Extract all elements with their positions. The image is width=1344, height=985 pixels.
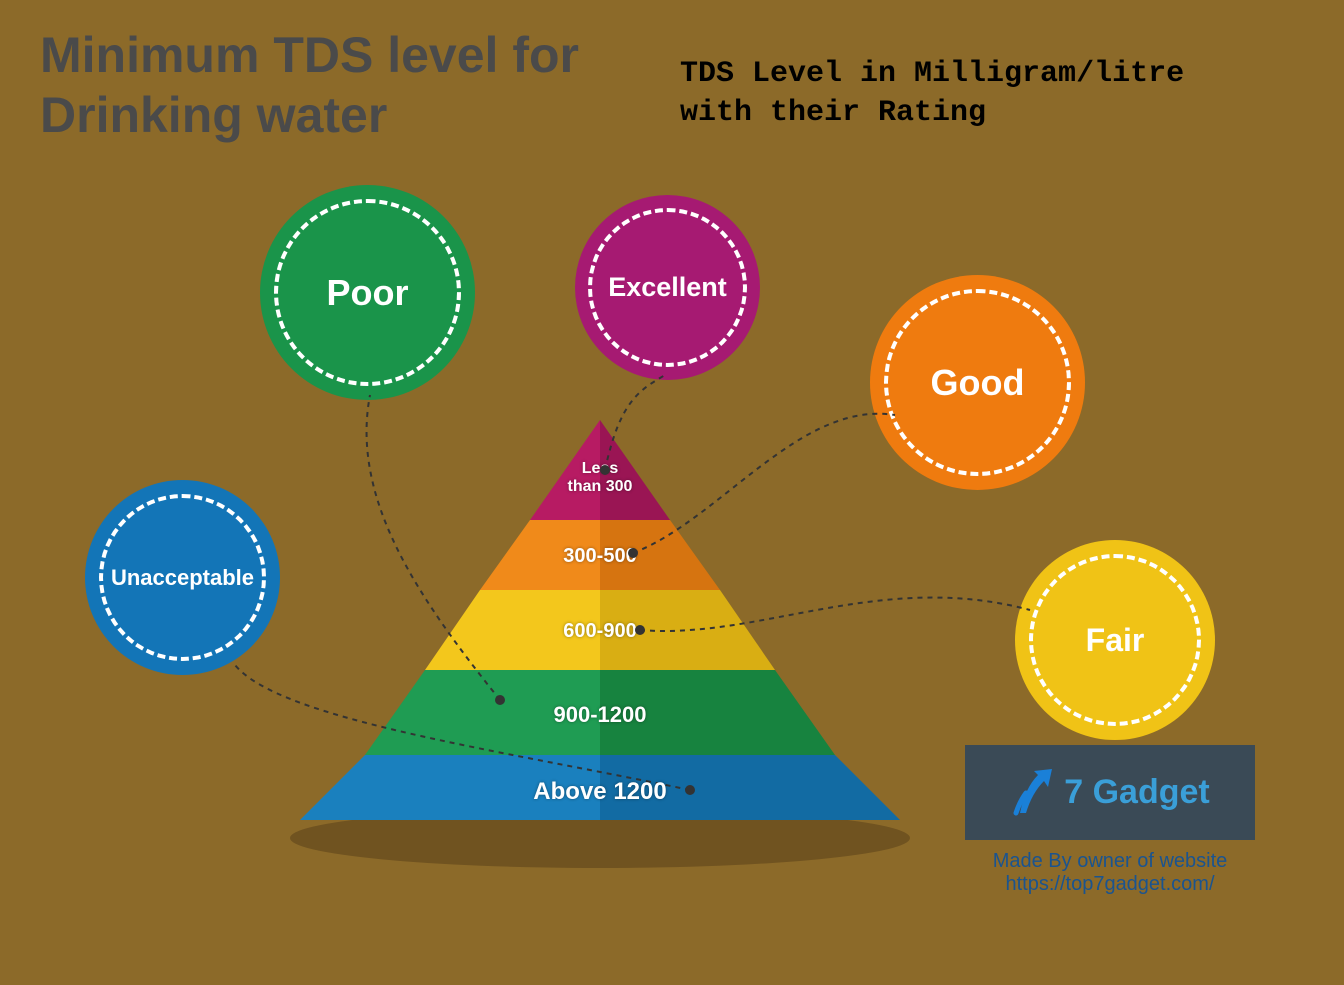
logo-text: 7 Gadget [1064,773,1209,812]
bubble-unacceptable: Unacceptable [85,480,280,675]
subtitle-line2: with their Rating [680,96,986,130]
connector-dot-l1 [600,465,610,475]
credit: Made By owner of website https://top7gad… [965,850,1255,896]
bubble-good: Good [870,275,1085,490]
connector-dot-l5 [685,785,695,795]
pyramid-layer-label-l2: 300-500 [300,545,900,568]
logo-arrow-icon [1010,763,1060,823]
bubble-label-good: Good [931,362,1025,404]
connector-dot-l4 [495,695,505,705]
pyramid-layer-label-l1: Lessthan 300 [300,460,900,497]
bubble-label-excellent: Excellent [608,272,727,303]
pyramid-layer-label-l4: 900-1200 [300,702,900,727]
title-line2: Drinking water [40,87,387,143]
main-title: Minimum TDS level for Drinking water [40,25,579,145]
bubble-fair: Fair [1015,540,1215,740]
connector-dot-l2 [628,548,638,558]
bubble-label-unacceptable: Unacceptable [111,565,254,591]
bubble-label-poor: Poor [326,272,408,314]
connector-dot-l3 [635,625,645,635]
bubble-excellent: Excellent [575,195,760,380]
pyramid-layer-label-l3: 600-900 [300,620,900,643]
title-line1: Minimum TDS level for [40,27,579,83]
credit-line1: Made By owner of website [965,850,1255,873]
bubble-poor: Poor [260,185,475,400]
subtitle-line1: TDS Level in Milligram/litre [680,57,1184,91]
pyramid-layer-label-l5: Above 1200 [300,778,900,806]
subtitle: TDS Level in Milligram/litre with their … [680,55,1184,133]
pyramid: Lessthan 300 300-500 600-900 900-1200 Above … [300,420,900,890]
credit-line2: https://top7gadget.com/ [965,873,1255,896]
logo-box: 7 Gadget [965,745,1255,840]
bubble-label-fair: Fair [1086,622,1145,659]
